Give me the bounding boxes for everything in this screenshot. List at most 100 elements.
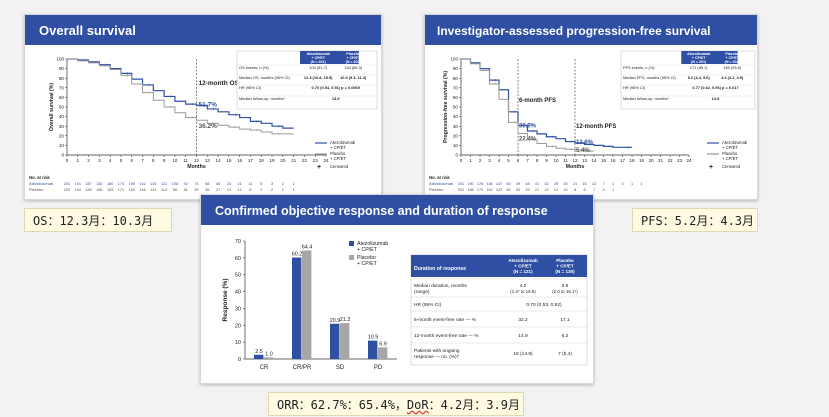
summary-header-placebo: + CP/ET [725, 56, 739, 60]
risk-table-value: 1 [293, 188, 295, 192]
bar-value-label: 60.2 [292, 252, 303, 258]
risk-table-value: 81 [184, 188, 188, 192]
bar-atezolizumab [330, 323, 340, 359]
bar-value-label: 10.9 [368, 335, 379, 341]
y-tick-label: 10 [235, 340, 241, 346]
y-tick-label: 100 [450, 57, 458, 62]
x-tick-label: 15 [226, 158, 232, 163]
bar-value-label: 6.9 [379, 341, 387, 347]
x-tick-label: 21 [291, 158, 297, 163]
risk-table-value: 131 [150, 188, 156, 192]
x-tick-label: 10 [172, 158, 178, 163]
os-caption: OS：12.3月：10.3月 [24, 208, 172, 232]
risk-table-value: 2 [282, 182, 284, 186]
orr-chart: 0 10 20 30 40 50 60 70 Response (%) CR 2.5 1.0 CR/PR… [222, 239, 588, 371]
risk-table-value: 1 [631, 182, 633, 186]
y-tick-label: 30 [59, 124, 65, 129]
x-axis-title: Months [187, 164, 206, 170]
y-tick-label: 90 [59, 66, 65, 71]
summary-header-atezolizumab: (N = 201) [691, 60, 707, 64]
x-tick-label: 2 [87, 158, 90, 163]
x-tick-label: 22 [667, 158, 673, 163]
risk-table-value: 13 [544, 188, 548, 192]
x-tick-label: 21 [658, 158, 664, 163]
summary-row-label: Median follow-up, months* [623, 96, 669, 101]
annotation-label: 12.6% [576, 140, 594, 146]
os-panel: Overall survival 0 10 20 30 40 50 60 70 80 90 100 0… [24, 14, 382, 200]
x-tick-label: 23 [313, 158, 319, 163]
risk-table-value: 3 [602, 188, 604, 192]
risk-table-value: 202 [458, 188, 464, 192]
y-tick-label: 100 [56, 57, 64, 62]
annotation-label: 30.9% [519, 123, 537, 129]
y-tick-label: 70 [59, 85, 65, 90]
censored-marker: + [709, 164, 713, 171]
summary-row-label: Median PFS, months (95% CI) [623, 75, 676, 80]
dor-row-value-atezolizumab: 4.2 [520, 283, 527, 289]
risk-table-value: 147 [496, 182, 502, 186]
summary-header-placebo: (N = 202) [725, 60, 741, 64]
y-tick-label: 70 [235, 239, 241, 245]
km-curve-placebo [461, 58, 594, 152]
risk-table-value: 201 [458, 182, 464, 186]
summary-row-value-placebo: 10.3 (9.3, 11.3) [340, 75, 367, 80]
legend-label-sub: + CP/ET [722, 145, 738, 150]
summary-row-value-atezolizumab: 171 (85.1) [690, 65, 708, 70]
bar-placebo [264, 357, 274, 359]
legend-label: Placebo [357, 255, 376, 261]
x-tick-label: 11 [183, 158, 188, 163]
dor-table-header-bg [411, 255, 587, 277]
summary-table-header-bg [300, 51, 359, 64]
x-tick-label: 5 [120, 158, 123, 163]
risk-table-value: 2 [260, 188, 262, 192]
risk-table-value: 8 [583, 188, 585, 192]
summary-row-value-placebo: 134 (66.3) [344, 65, 362, 70]
legend-label: Atezolizumab [357, 241, 388, 247]
risk-table-value: 41 [535, 182, 539, 186]
legend-label: Placebo [722, 151, 738, 156]
dor-header-placebo: (N = 130) [555, 269, 575, 274]
risk-table-value: 2 [271, 188, 273, 192]
x-tick-label: 18 [629, 158, 635, 163]
summary-row-value-atezolizumab: 104 (51.7) [309, 65, 327, 70]
y-tick-label: 50 [59, 105, 65, 110]
x-tick-label: 0 [66, 158, 69, 163]
risk-table-value: 26 [563, 182, 567, 186]
dor-row-label: HR (95% CI) [414, 302, 442, 308]
x-axis-title: Months [566, 164, 585, 170]
dor-row-value-atezolizumab: 14.9 [518, 333, 528, 339]
y-tick-label: 0 [238, 357, 241, 363]
dor-row-value-placebo: 17.1 [560, 317, 570, 323]
risk-table-value: 21 [238, 182, 242, 186]
risk-table-value: 8 [574, 188, 576, 192]
risk-table-value: 48 [525, 182, 529, 186]
pfs-caption: PFS：5.2月：4.3月 [632, 208, 758, 232]
x-tick-label: 20 [648, 158, 654, 163]
summary-row-value-atezolizumab: 5.2 (4.4, 5.6) [688, 75, 711, 80]
summary-header-placebo: (N = 202) [346, 60, 362, 64]
legend-swatch [349, 255, 354, 260]
x-tick-label: 9 [545, 158, 548, 163]
dor-row-label: Patients with ongoing [414, 348, 460, 354]
x-tick-label: 15 [601, 158, 607, 163]
y-tick-label: 0 [61, 153, 64, 158]
summary-row-value: 13.9 [332, 96, 340, 101]
y-axis-title: Overall survival (%) [49, 83, 55, 131]
y-tick-label: 20 [235, 323, 241, 329]
risk-table-value: 13 [592, 182, 596, 186]
risk-table-label: Atezolizumab [429, 181, 454, 186]
bar-placebo [378, 347, 388, 359]
risk-table-value: 1 [640, 182, 642, 186]
summary-row-value-placebo: 189 (93.6) [723, 65, 741, 70]
risk-table-label: Atezolizumab [29, 181, 54, 186]
risk-table-value: 188 [467, 188, 473, 192]
pfs-panel: Investigator-assessed progression-free s… [424, 14, 758, 200]
category-label: CR [260, 365, 269, 371]
y-axis-title: Response (%) [222, 279, 229, 322]
x-tick-label: 19 [269, 158, 275, 163]
dor-header-placebo: Placebo [556, 258, 574, 263]
x-tick-label: 3 [98, 158, 101, 163]
x-tick-label: 16 [610, 158, 616, 163]
dor-header-atezolizumab: (N = 121) [513, 269, 533, 274]
